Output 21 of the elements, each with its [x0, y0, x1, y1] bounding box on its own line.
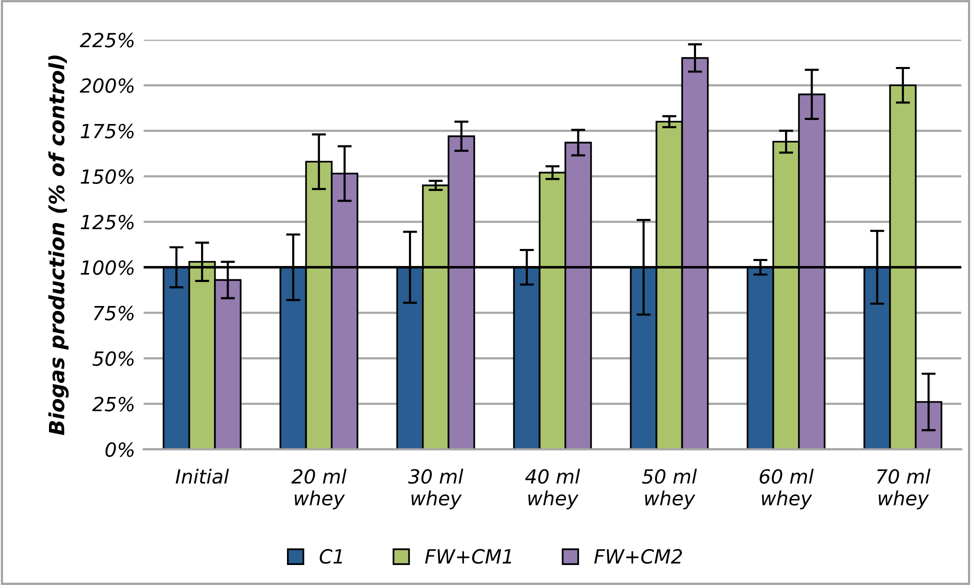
x-tick-label: 40 ml whey: [525, 468, 580, 510]
x-tick-label: 70 ml whey: [877, 468, 930, 510]
legend-label: FW+CM2: [594, 549, 682, 564]
y-axis-title: Biogas production (% of control): [48, 55, 69, 436]
x-tick-label: 50 ml whey: [642, 468, 697, 510]
x-tick-label: 60 ml whey: [760, 468, 814, 510]
legend-label: FW+CM1: [425, 549, 512, 564]
y-tick-label: 175%: [80, 124, 134, 138]
y-tick-label: 50%: [92, 351, 134, 366]
y-tick-label: 25%: [92, 396, 134, 412]
y-tick-label: 200%: [80, 78, 134, 93]
y-tick-label: 75%: [94, 306, 134, 320]
y-tick-label: 225%: [80, 32, 134, 48]
y-tick-label: 0%: [105, 442, 134, 457]
x-tick-label: 30 ml whey: [408, 468, 464, 510]
y-tick-label: 100%: [80, 260, 134, 275]
y-tick-label: 125%: [80, 214, 134, 230]
x-tick-label: 20 ml whey: [291, 468, 346, 510]
legend-label: C1: [320, 549, 342, 564]
y-tick-label: 150%: [80, 169, 134, 184]
x-tick-label: Initial: [176, 468, 229, 484]
